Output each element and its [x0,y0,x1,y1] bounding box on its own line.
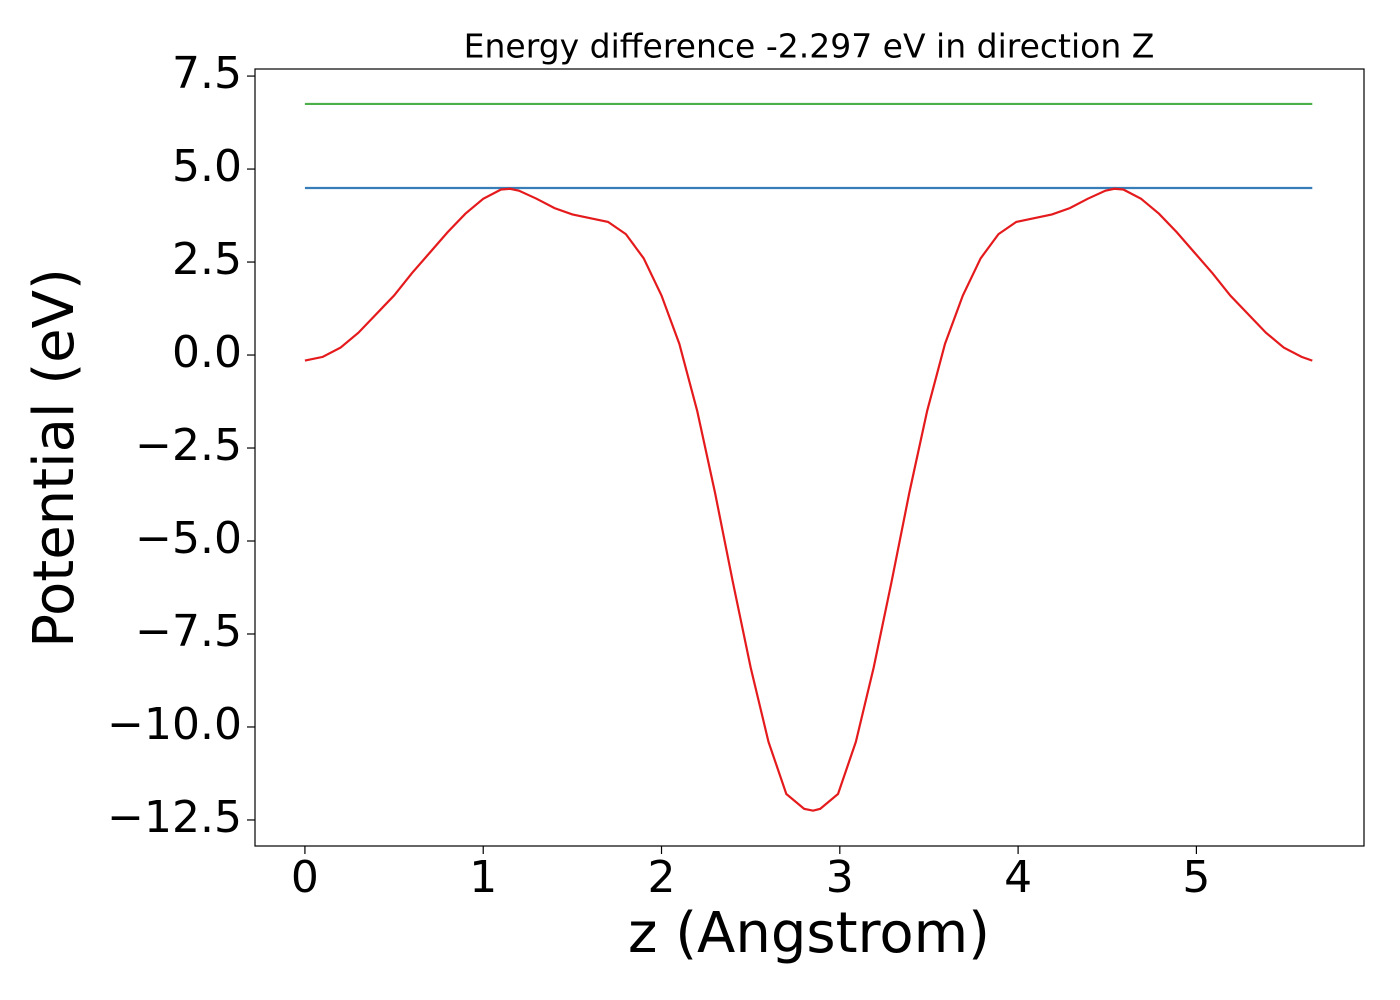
y-axis-label: Potential (eV) [22,268,87,648]
y-tick-label: 5.0 [172,141,242,192]
y-tick-label: 7.5 [172,48,242,99]
x-tick-label: 2 [648,852,676,903]
y-tick-label: 2.5 [172,234,242,285]
y-tick-label: −5.0 [135,513,242,564]
x-tick-label: 5 [1182,852,1210,903]
y-tick-label: −7.5 [135,606,242,657]
data-line [304,187,1313,812]
plot-frame [254,68,1365,847]
chart-title: Energy difference -2.297 eV in direction… [464,27,1155,66]
x-axis-label: z (Angstrom) [628,901,990,966]
y-tick-label: −12.5 [107,792,242,843]
x-tick-label: 3 [826,852,854,903]
x-tick-label: 1 [469,852,497,903]
y-tick-label: −10.0 [107,699,242,750]
x-tick-label: 0 [291,852,319,903]
y-tick-label: 0.0 [172,327,242,378]
y-tick-label: −2.5 [135,420,242,471]
x-tick-label: 4 [1004,852,1032,903]
